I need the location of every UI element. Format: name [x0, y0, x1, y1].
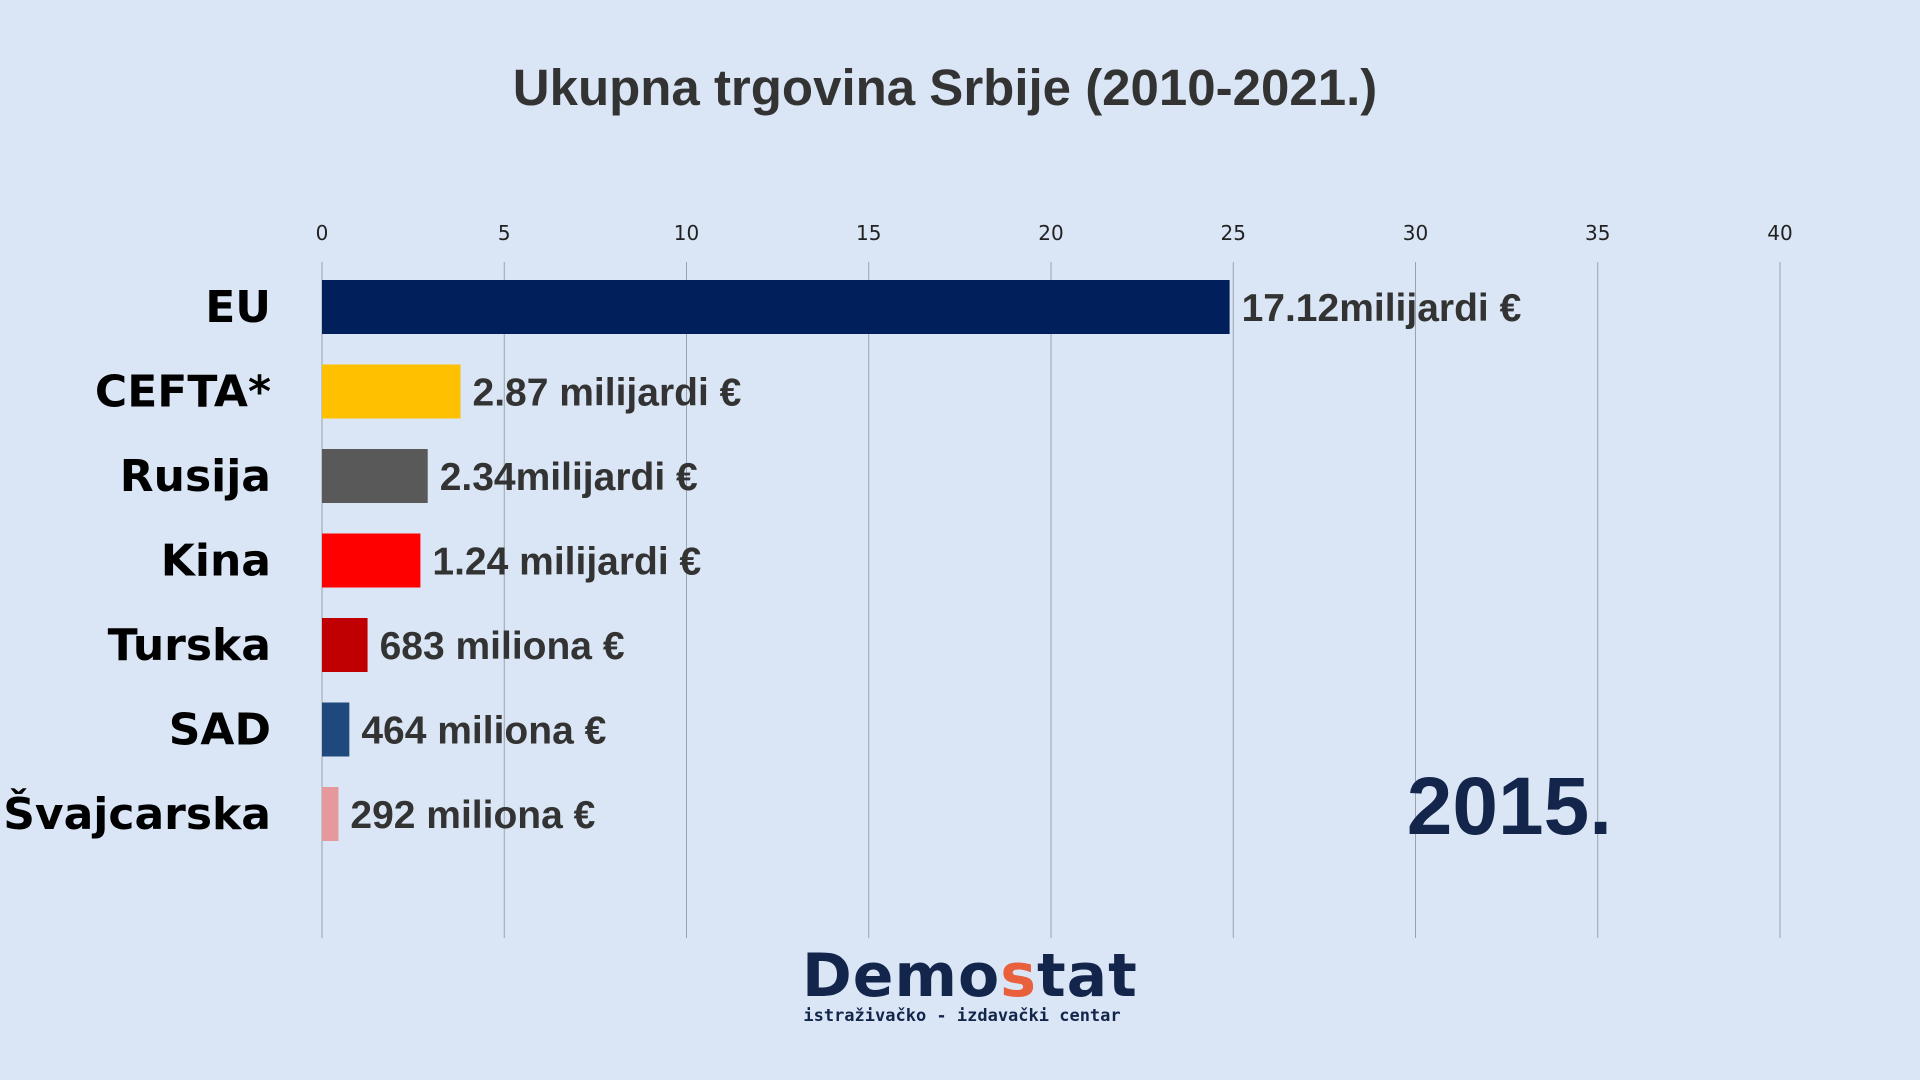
logo-accent: s — [1000, 941, 1037, 1011]
bar-vajcarska — [322, 787, 339, 841]
logo-wordmark: Demostat — [802, 941, 1137, 1011]
category-labels: EU CEFTA* Rusija Kina Turska SAD Švajcarska — [3, 282, 271, 840]
x-tick-label-20: 20 — [1038, 221, 1063, 245]
logo-suffix: tat — [1036, 941, 1138, 1011]
chart-title: Ukupna trgovina Srbije (2010-2021.) — [512, 59, 1378, 116]
data-label-turska: 683 miliona € — [380, 625, 625, 668]
demostat-logo: Demostat istraživačko - izdavački centar — [802, 941, 1137, 1026]
data-label-cefta: 2.87 milijardi € — [473, 372, 742, 415]
x-tick-label-0: 0 — [316, 221, 329, 245]
category-label-rusija: Rusija — [120, 451, 271, 502]
category-label-vajcarska: Švajcarska — [3, 787, 271, 840]
category-label-cefta: CEFTA* — [95, 367, 271, 418]
bar-sad — [322, 702, 350, 757]
bars — [322, 280, 1230, 841]
bar-cefta — [322, 364, 461, 419]
data-label-eu: 17.12milijardi € — [1242, 287, 1522, 330]
x-tick-label-25: 25 — [1221, 221, 1246, 245]
logo-subtitle: istraživačko - izdavački centar — [803, 1006, 1121, 1026]
category-label-turska: Turska — [108, 620, 271, 671]
x-tick-label-40: 40 — [1767, 221, 1792, 245]
x-axis-ticks: 0 5 10 15 20 25 30 35 40 — [316, 221, 1793, 245]
bar-kina — [322, 533, 421, 588]
category-label-eu: EU — [205, 282, 271, 333]
data-label-kina: 1.24 milijardi € — [432, 541, 701, 584]
category-label-kina: Kina — [161, 536, 271, 587]
data-label-sad: 464 miliona € — [361, 710, 606, 753]
category-label-sad: SAD — [169, 705, 271, 756]
x-tick-label-15: 15 — [856, 221, 881, 245]
data-labels: 17.12milijardi € 2.87 milijardi € 2.34mili… — [350, 287, 1521, 837]
data-label-vajcarska: 292 miliona € — [350, 794, 595, 837]
bar-eu — [322, 280, 1230, 334]
logo-prefix: Demo — [802, 941, 1001, 1011]
x-tick-label-35: 35 — [1585, 221, 1610, 245]
year-annotation: 2015. — [1406, 761, 1612, 852]
x-tick-label-5: 5 — [498, 221, 511, 245]
bar-rusija — [322, 449, 428, 503]
data-label-rusija: 2.34milijardi € — [440, 456, 698, 499]
x-tick-label-30: 30 — [1403, 221, 1428, 245]
x-tick-label-10: 10 — [674, 221, 699, 245]
bar-turska — [322, 618, 368, 672]
